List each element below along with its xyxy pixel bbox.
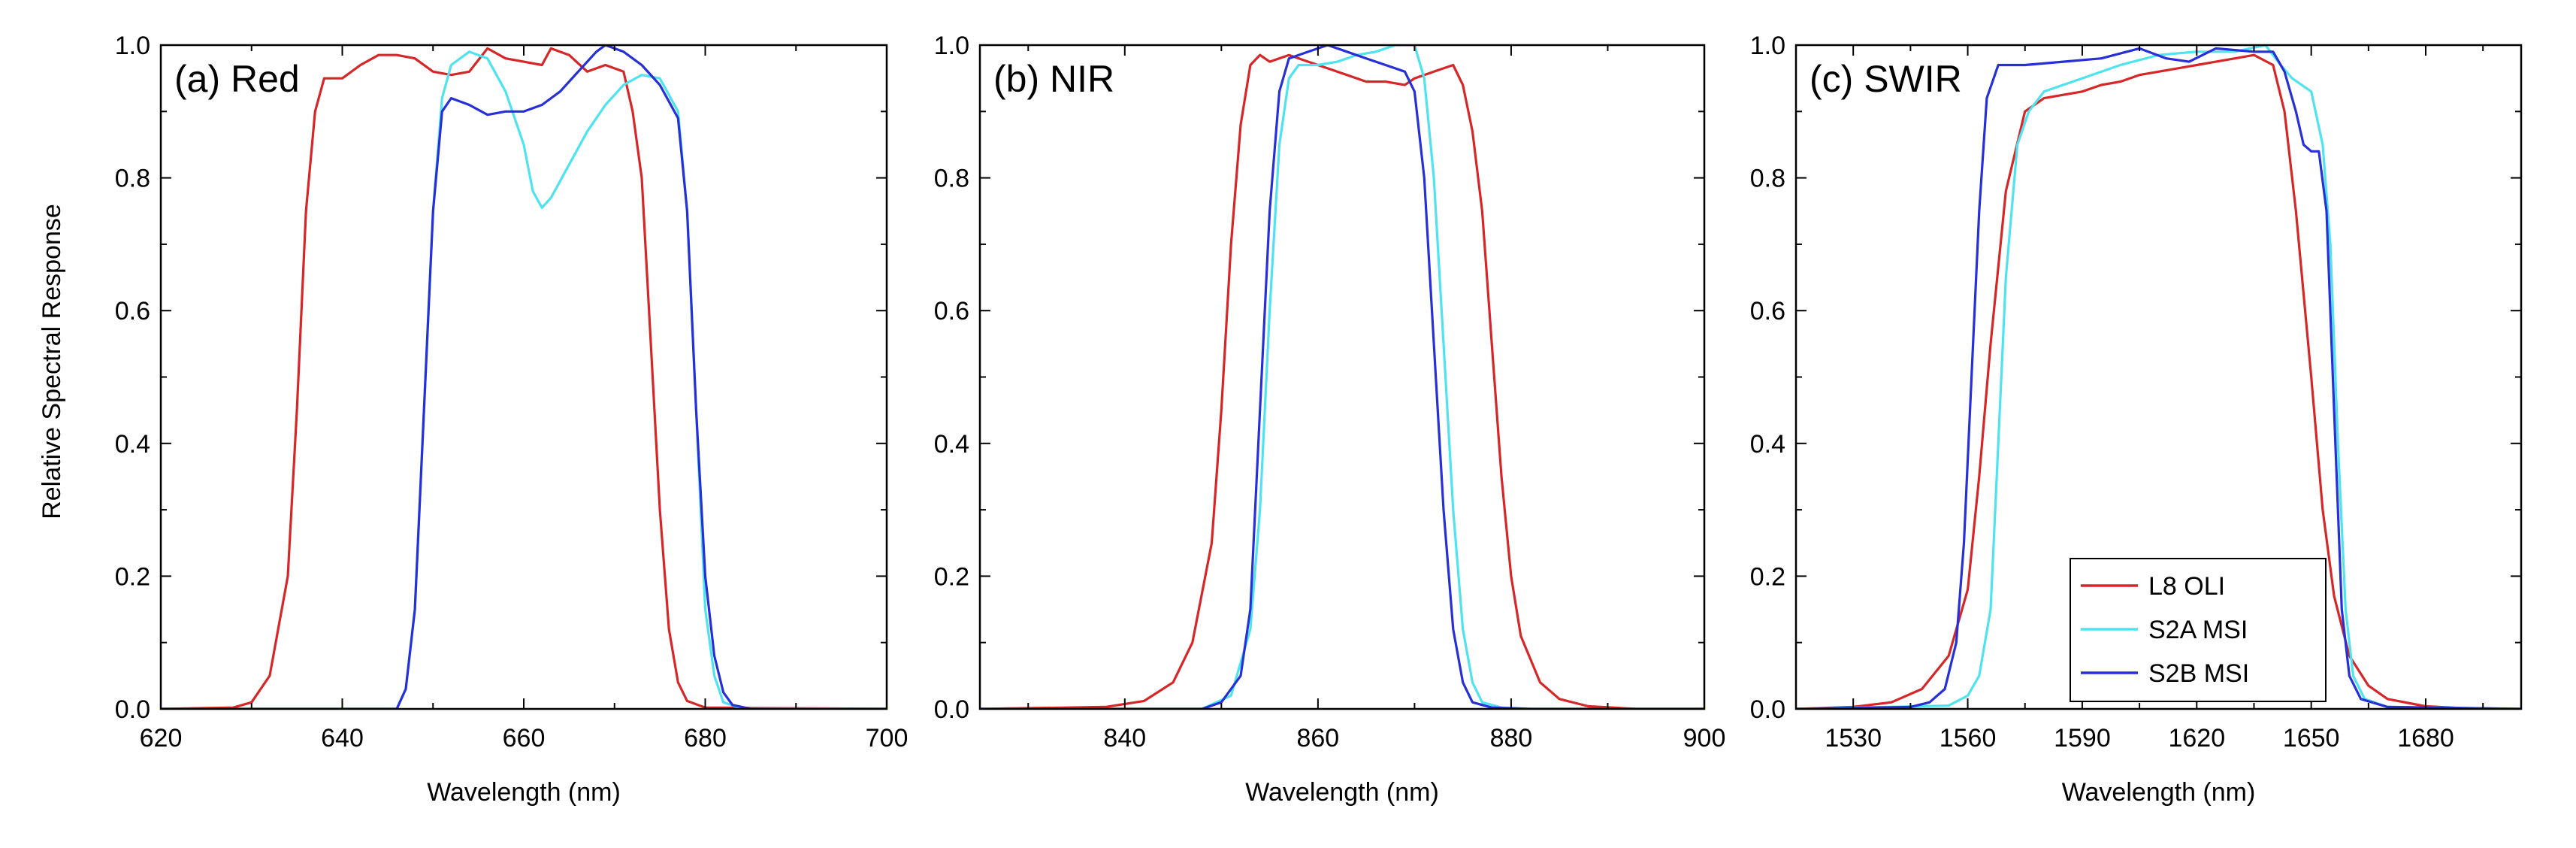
y-tick-label: 0.2 — [115, 562, 150, 591]
y-tick-label: 0.4 — [934, 430, 969, 459]
x-tick-label: 900 — [1683, 724, 1726, 753]
x-tick-label: 1590 — [2054, 724, 2111, 753]
series-line-s2b-msi — [161, 45, 887, 709]
x-tick-label: 840 — [1103, 724, 1146, 753]
chart-panel-1: 620 640 660 680 700 0.0 0.2 0.4 0.6 0.8 1.0 Wavelen… — [115, 32, 909, 807]
chart-panel-2: 840 860 880 900 0.0 0.2 0.4 0.6 0.8 1.0 Wavelength… — [934, 32, 1726, 807]
panel-label: (b) NIR — [993, 58, 1114, 100]
x-tick-label: 620 — [140, 724, 183, 753]
x-axis-title: Wavelength (nm) — [427, 778, 621, 807]
y-tick-label: 1.0 — [1750, 32, 1785, 60]
x-tick-label: 860 — [1296, 724, 1339, 753]
series-line-s2b-msi — [980, 45, 1704, 709]
y-tick-label: 1.0 — [934, 32, 969, 60]
panel-label: (a) Red — [174, 58, 300, 100]
series-line-l8-oli — [980, 53, 1704, 709]
y-axis-title: Relative Spectral Response — [38, 204, 66, 519]
legend-entry: S2A MSI — [2148, 616, 2248, 644]
x-axis-title: Wavelength (nm) — [1245, 778, 1439, 807]
y-tick-label: 0.8 — [115, 165, 150, 193]
panels: 620 640 660 680 700 0.0 0.2 0.4 0.6 0.8 1.0 Wavelen… — [115, 32, 2523, 807]
y-tick-label: 0.0 — [115, 695, 150, 724]
x-tick-label: 1650 — [2283, 724, 2340, 753]
y-tick-label: 0.8 — [1750, 165, 1785, 193]
x-tick-label: 660 — [503, 724, 546, 753]
x-axis-title: Wavelength (nm) — [2062, 778, 2256, 807]
y-tick-label: 0.2 — [1750, 562, 1785, 591]
chart-panel-3: 1530 1560 1590 1620 1650 1680 0.0 0.2 0.4 0.6 0.8 1… — [1750, 32, 2523, 807]
x-tick-label: 1620 — [2168, 724, 2225, 753]
y-tick-label: 0.0 — [1750, 695, 1785, 724]
y-tick-label: 1.0 — [115, 32, 150, 60]
legend-entry: L8 OLI — [2148, 572, 2225, 601]
plot-frame — [978, 44, 1706, 710]
x-tick-label: 1680 — [2397, 724, 2454, 753]
x-tick-label: 1560 — [1940, 724, 1997, 753]
x-tick-label: 700 — [866, 724, 909, 753]
series-line-s2a-msi — [161, 50, 887, 709]
y-tick-label: 0.4 — [115, 430, 150, 459]
y-tick-label: 0.4 — [1750, 430, 1785, 459]
legend-entry: S2B MSI — [2148, 659, 2249, 688]
x-tick-label: 640 — [321, 724, 364, 753]
y-tick-label: 0.6 — [115, 297, 150, 326]
x-tick-label: 680 — [684, 724, 727, 753]
y-tick-label: 0.0 — [934, 695, 969, 724]
y-tick-label: 0.6 — [1750, 297, 1785, 326]
x-tick-label: 1530 — [1825, 724, 1882, 753]
series-line-l8-oli — [161, 47, 887, 709]
series-line-s2b-msi — [1796, 47, 2521, 709]
series-line-l8-oli — [1796, 53, 2521, 709]
y-tick-label: 0.6 — [934, 297, 969, 326]
panel-label: (c) SWIR — [1810, 58, 1962, 100]
y-tick-label: 0.2 — [934, 562, 969, 591]
legend: L8 OLI S2A MSI S2B MSI — [2070, 558, 2327, 702]
series-line-s2a-msi — [980, 45, 1704, 709]
y-tick-label: 0.8 — [934, 165, 969, 193]
x-tick-label: 880 — [1490, 724, 1533, 753]
